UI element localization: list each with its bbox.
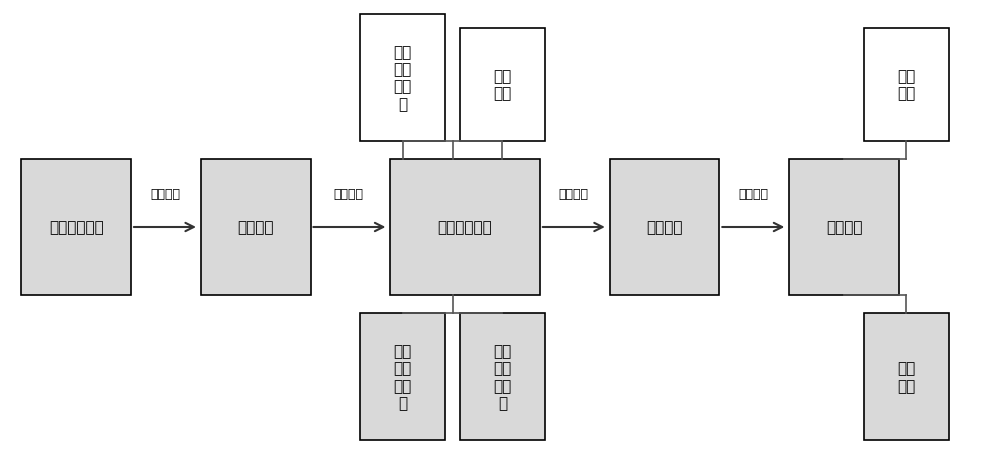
FancyBboxPatch shape xyxy=(460,29,545,142)
Text: 优化
算法: 优化 算法 xyxy=(493,69,512,101)
Text: 数据分析系统: 数据分析系统 xyxy=(438,220,492,235)
FancyBboxPatch shape xyxy=(390,160,540,295)
Text: 约束
处理
子系
统: 约束 处理 子系 统 xyxy=(493,343,512,410)
FancyBboxPatch shape xyxy=(864,313,949,440)
Text: 模型
建立
子系
统: 模型 建立 子系 统 xyxy=(394,343,412,410)
FancyBboxPatch shape xyxy=(460,313,545,440)
FancyBboxPatch shape xyxy=(201,160,311,295)
Text: 决策系统: 决策系统 xyxy=(646,220,683,235)
FancyBboxPatch shape xyxy=(610,160,719,295)
Text: 数据传递: 数据传递 xyxy=(333,187,363,200)
FancyBboxPatch shape xyxy=(864,29,949,142)
Text: 成本
分析
子系
统: 成本 分析 子系 统 xyxy=(394,45,412,112)
FancyBboxPatch shape xyxy=(360,313,445,440)
FancyBboxPatch shape xyxy=(789,160,899,295)
Text: 最优
选址: 最优 选址 xyxy=(897,360,915,393)
Text: 数据传递: 数据传递 xyxy=(738,187,768,200)
Text: 最优
容量: 最优 容量 xyxy=(897,69,915,101)
Text: 数据传递: 数据传递 xyxy=(559,187,589,200)
Text: 数据输入: 数据输入 xyxy=(237,220,274,235)
FancyBboxPatch shape xyxy=(21,160,131,295)
Text: 数据采集系统: 数据采集系统 xyxy=(49,220,104,235)
Text: 数据输出: 数据输出 xyxy=(826,220,862,235)
Text: 数据传递: 数据传递 xyxy=(150,187,180,200)
FancyBboxPatch shape xyxy=(360,15,445,142)
